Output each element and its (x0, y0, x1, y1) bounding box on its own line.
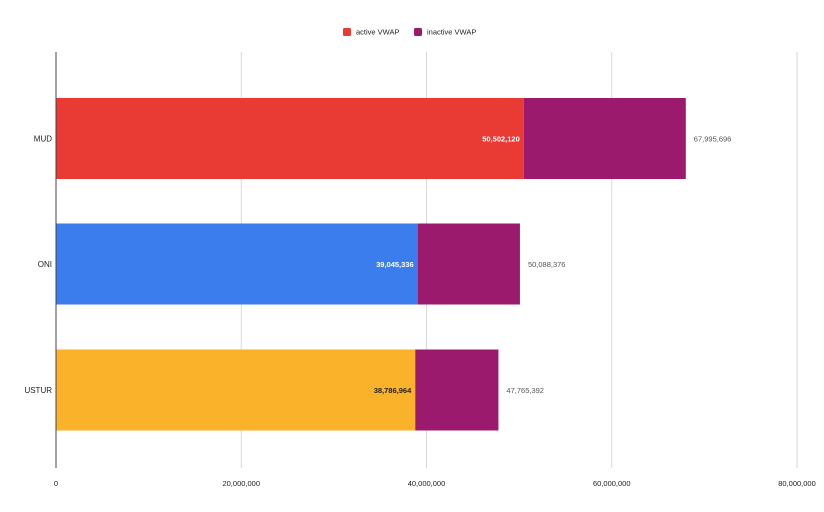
bar-total-label: 67,995,696 (694, 135, 732, 144)
legend-label-active-vwap: active VWAP (356, 28, 399, 37)
bar-segment-active-oni[interactable] (56, 223, 418, 305)
data-labels: MUD 50,502,120 67,995,696 ONI 39,045,336 50,0… (24, 135, 731, 396)
x-tick-label: 20,000,000 (222, 479, 260, 488)
bar-value-label: 38,786,964 (374, 386, 412, 395)
legend-label-inactive-vwap: inactive VWAP (427, 28, 476, 37)
category-label: ONI (38, 260, 52, 269)
bar-value-label: 50,502,120 (482, 135, 520, 144)
x-tick-label: 80,000,000 (778, 479, 816, 488)
legend-swatch-active-vwap (343, 28, 351, 36)
bar-segment-active-ustur[interactable] (56, 349, 416, 431)
bar-value-label: 39,045,336 (376, 260, 414, 269)
x-tick-label: 0 (54, 479, 58, 488)
bar-segment-active-mud[interactable] (56, 98, 524, 179)
legend-swatch-inactive-vwap (414, 28, 422, 36)
x-tick-label: 40,000,000 (408, 479, 446, 488)
axes: 0 20,000,000 40,000,000 60,000,000 80,000,00… (54, 52, 816, 488)
legend: active VWAP inactive VWAP (343, 28, 476, 37)
category-label: MUD (34, 135, 52, 144)
x-tick-label: 60,000,000 (593, 479, 631, 488)
category-label: USTUR (24, 386, 52, 395)
bar-segment-inactive-ustur[interactable] (415, 349, 499, 431)
bars (56, 98, 686, 431)
bar-segment-inactive-oni[interactable] (417, 223, 520, 305)
bar-segment-inactive-mud[interactable] (523, 98, 686, 179)
bar-total-label: 50,088,376 (528, 260, 566, 269)
bar-total-label: 47,765,392 (506, 386, 544, 395)
